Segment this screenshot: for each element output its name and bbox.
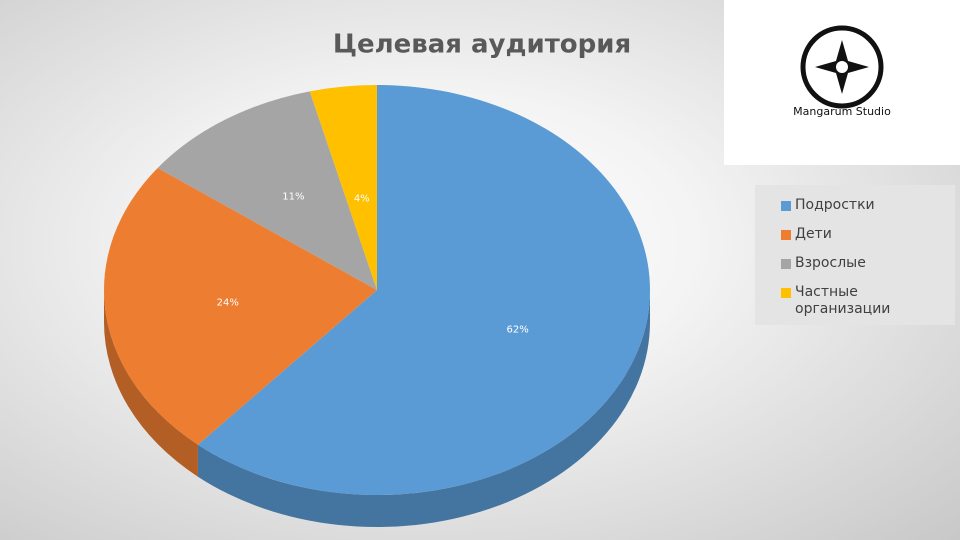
logo-icon: Mangarum Studio (793, 25, 891, 118)
legend-item: Частные организации (781, 284, 925, 318)
legend-swatch (781, 230, 791, 240)
legend-swatch (781, 288, 791, 298)
logo-text: Mangarum Studio (793, 105, 891, 118)
data-label: 4% (354, 193, 370, 204)
pie-slice (157, 91, 377, 290)
pie-slice (309, 85, 377, 290)
pie-side (104, 290, 198, 477)
data-label: 24% (217, 297, 239, 308)
legend-item: Взрослые (781, 255, 925, 272)
legend-swatch (781, 259, 791, 269)
legend-label: Подростки (795, 197, 875, 213)
legend-item: Подростки (781, 197, 925, 214)
data-label: 11% (282, 191, 304, 202)
legend-label: Частные организации (795, 284, 891, 317)
legend-swatch (781, 201, 791, 211)
pie-slice (103, 167, 377, 445)
pie-slice (197, 85, 650, 495)
legend-label: Дети (795, 226, 832, 242)
pie-side (197, 290, 650, 527)
chart-title: Целевая аудитория (333, 30, 631, 60)
legend: Подростки Дети Взрослые Частные организации (755, 185, 955, 325)
legend-label: Взрослые (795, 255, 866, 271)
legend-item: Дети (781, 226, 925, 243)
logo: Mangarum Studio (724, 0, 960, 165)
data-label: 62% (507, 324, 529, 335)
